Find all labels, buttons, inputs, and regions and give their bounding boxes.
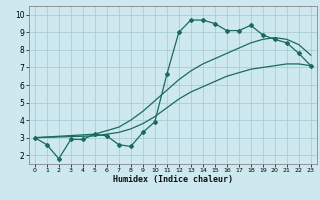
X-axis label: Humidex (Indice chaleur): Humidex (Indice chaleur) [113, 175, 233, 184]
